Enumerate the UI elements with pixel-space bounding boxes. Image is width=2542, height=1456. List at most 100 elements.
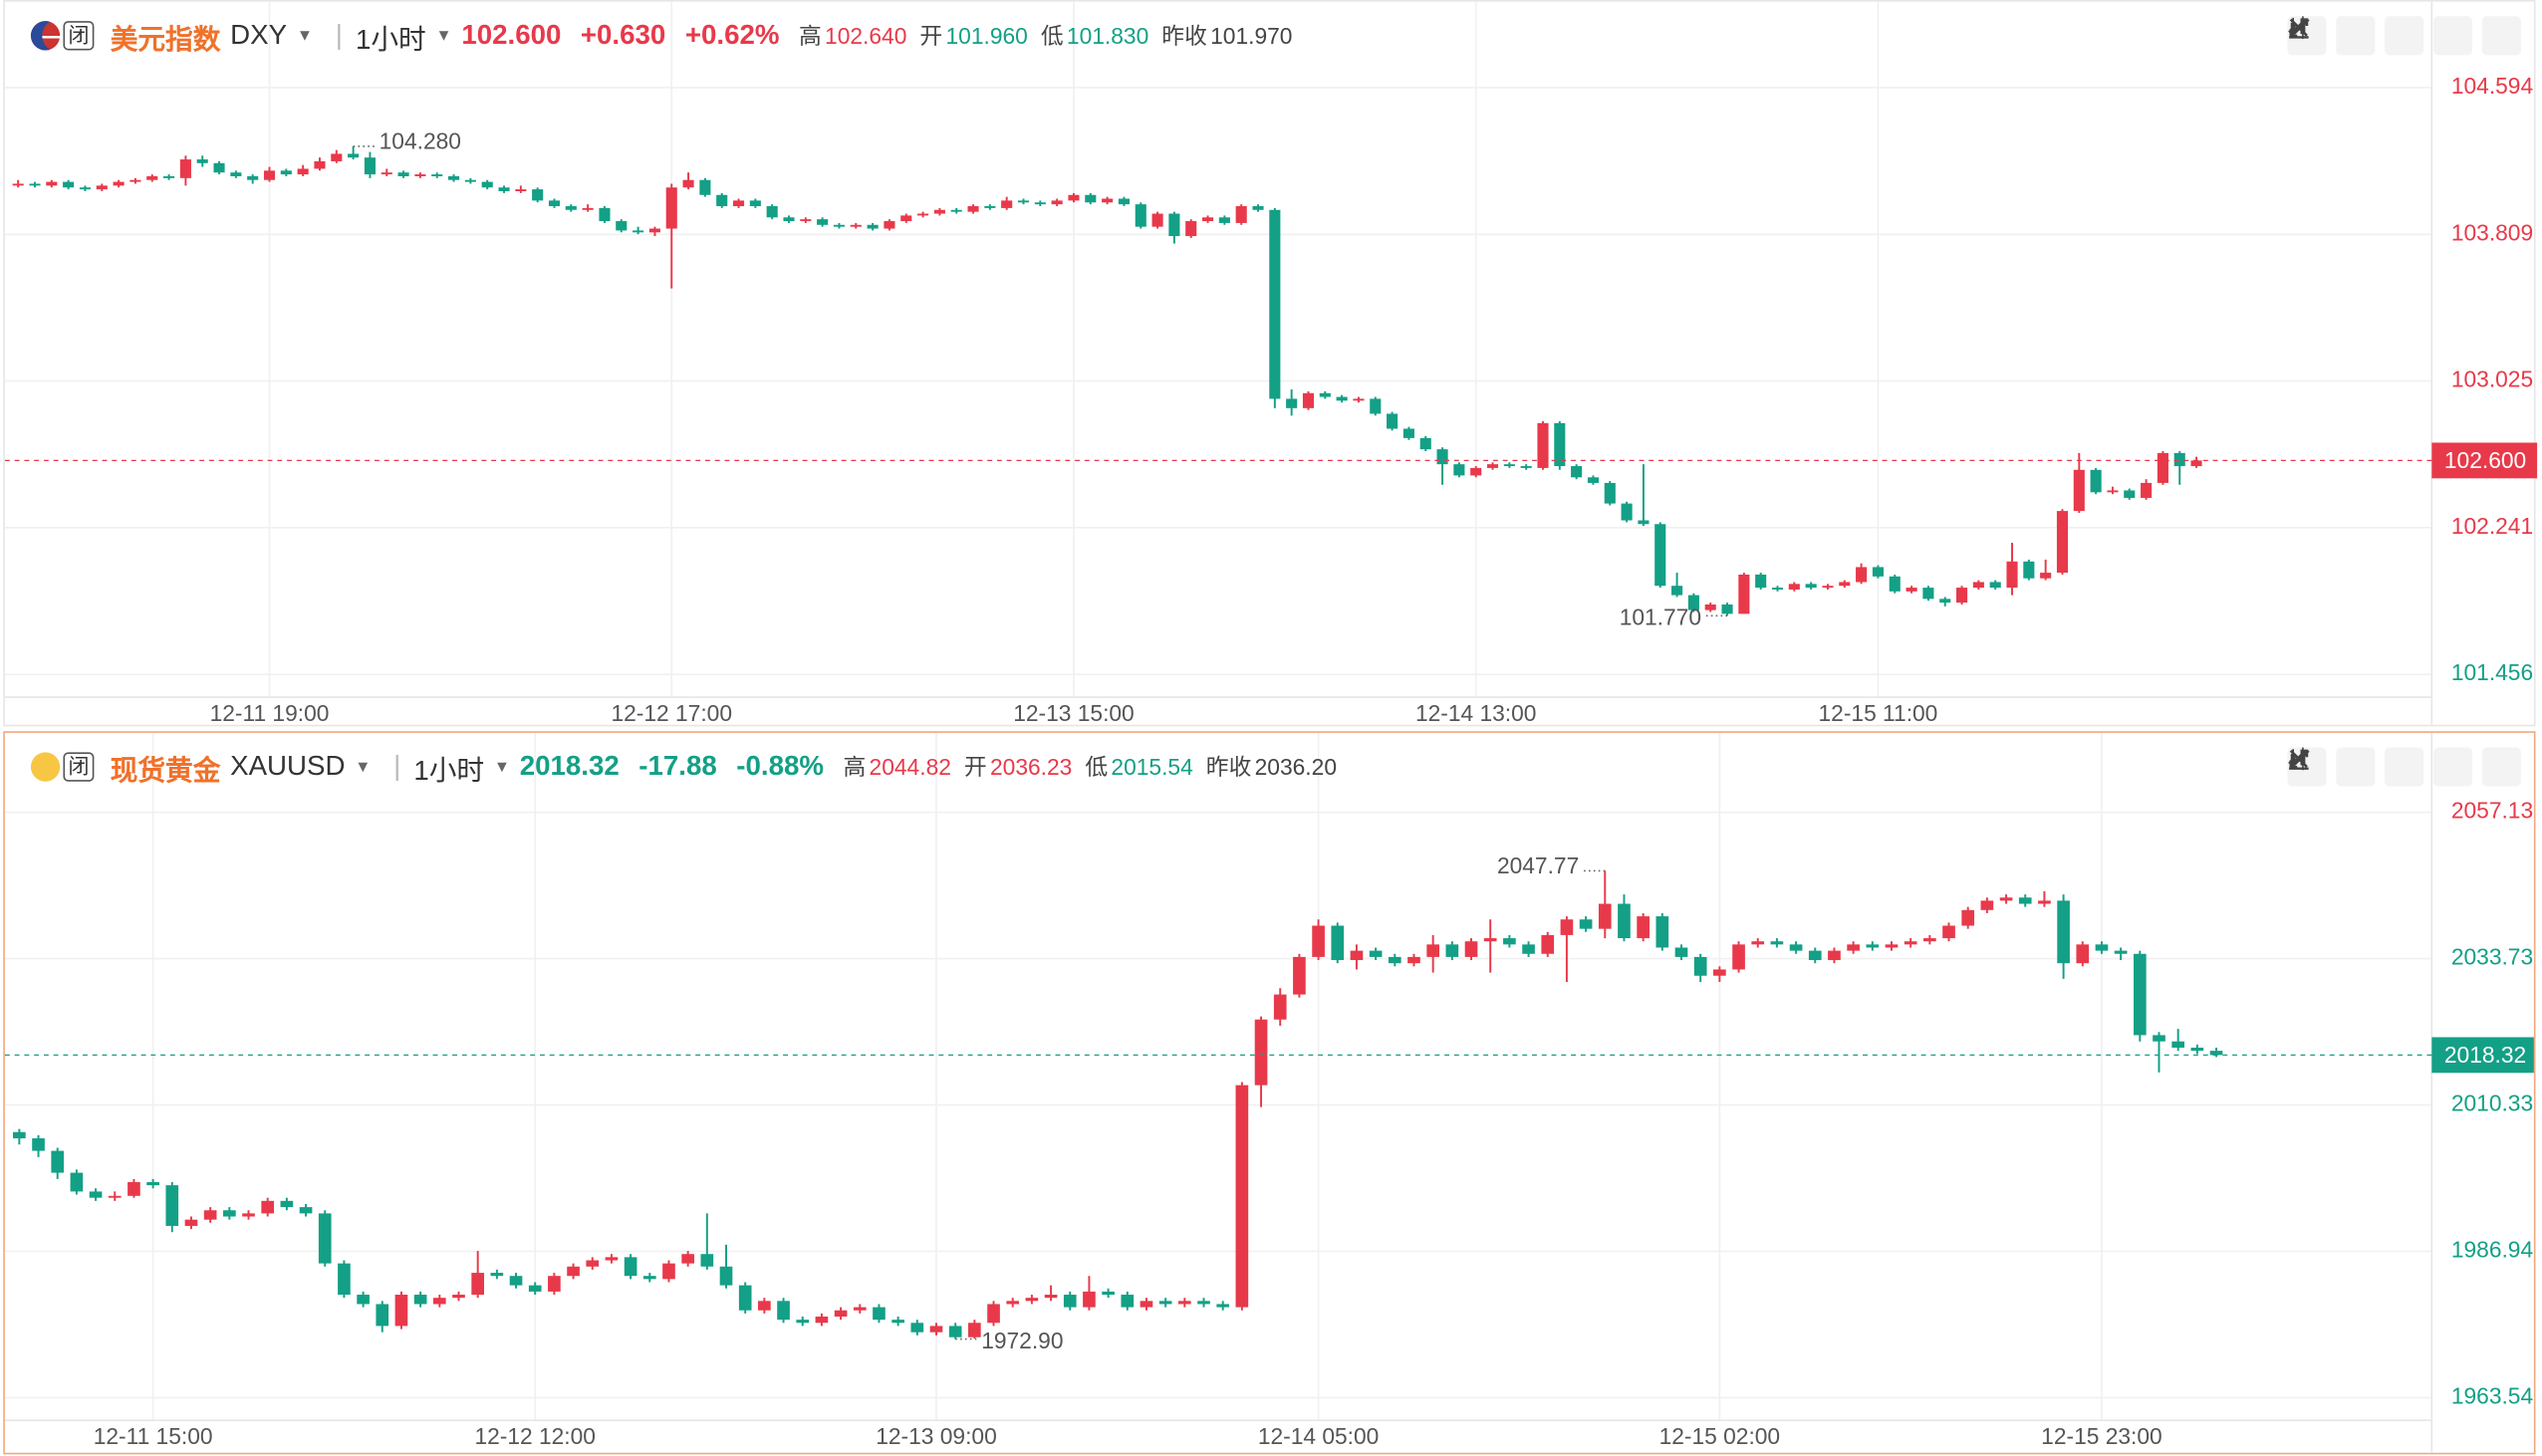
candle-body: [213, 162, 225, 173]
toolbar: [2287, 16, 2521, 56]
candle-body: [263, 170, 276, 180]
max-label: 104.280: [380, 128, 461, 154]
candle-body: [2073, 469, 2085, 512]
candle-body: [2209, 1051, 2223, 1056]
candle-body: [1419, 437, 1431, 450]
max-label: 2047.77: [1497, 852, 1579, 878]
candle-body: [834, 1310, 848, 1318]
candle-body: [1638, 520, 1650, 525]
candle-body: [582, 207, 594, 210]
candle-body: [2133, 953, 2147, 1036]
candle-body: [376, 1304, 389, 1327]
y-tick-label: 103.025: [2451, 366, 2533, 392]
candle-body: [950, 209, 962, 212]
candle-body: [1503, 464, 1515, 467]
candle-body: [1216, 1304, 1230, 1308]
candle-body: [1618, 903, 1631, 939]
candle-body: [1770, 941, 1784, 945]
last-price-label: 2018.32: [2444, 1042, 2526, 1068]
candle-body: [548, 200, 561, 207]
candle-body: [749, 200, 761, 207]
candle-body: [1654, 524, 1666, 587]
last-price-label: 102.600: [2444, 447, 2526, 473]
candle-body: [46, 181, 58, 186]
candle-body: [1135, 204, 1146, 227]
candle-body: [777, 1301, 790, 1321]
candle-body: [1755, 574, 1767, 589]
candle-body: [179, 159, 191, 178]
candle-body: [716, 194, 728, 207]
candle-body: [1889, 576, 1901, 592]
draw-button[interactable]: [2290, 16, 2376, 56]
candle-body: [948, 1326, 962, 1337]
candle-body: [1331, 925, 1345, 961]
candle-body: [12, 183, 24, 186]
candle-body: [642, 1276, 656, 1280]
candle-body: [2114, 950, 2128, 954]
chart-type-button[interactable]: [2290, 747, 2424, 787]
chart-type-button[interactable]: [2290, 16, 2424, 56]
candle-body: [2171, 1041, 2185, 1048]
candle-body: [1687, 595, 1699, 610]
candle-body: [624, 1257, 637, 1277]
candle-body: [127, 1181, 140, 1196]
x-tick-label: 12-11 19:00: [210, 700, 330, 725]
gold-panel: 2057.13 2033.73 2010.33 1986.94 1963.54 12-11…: [3, 731, 2536, 1455]
candle-body: [1470, 467, 1482, 476]
candle-body: [184, 1219, 198, 1226]
candle-body: [867, 224, 879, 229]
candle-body: [1388, 956, 1401, 964]
candle-body: [1571, 466, 1583, 478]
candle-body: [1006, 1301, 1020, 1305]
candle-body: [1051, 200, 1063, 205]
candle-body: [586, 1260, 600, 1267]
close-button[interactable]: [2289, 747, 2521, 787]
candle-body: [1001, 200, 1013, 208]
y-tick-label: 103.809: [2451, 219, 2533, 245]
separator: |: [393, 750, 401, 782]
candle-body: [738, 1285, 752, 1311]
candle-body: [616, 221, 628, 231]
candle-body: [13, 1131, 26, 1139]
candle-body: [394, 1295, 408, 1327]
change: +0.630: [580, 19, 666, 51]
candle-body: [1805, 584, 1817, 589]
candle-body: [1387, 413, 1398, 429]
candle-body: [532, 189, 544, 201]
candle-body: [891, 1320, 904, 1324]
candle-body: [1554, 422, 1566, 467]
interval: 1小时: [413, 754, 485, 786]
candle-body: [968, 1323, 981, 1337]
candle-body: [1655, 916, 1669, 948]
candle-body: [509, 1276, 523, 1286]
candle-body: [1453, 464, 1465, 476]
fullscreen-button[interactable]: [2289, 16, 2473, 56]
candle-body: [331, 153, 343, 161]
candle-body: [853, 1307, 867, 1311]
candle-body: [567, 1266, 580, 1277]
candle-body: [1017, 200, 1030, 203]
candle-body: [1503, 938, 1516, 945]
candle-body: [1999, 897, 2013, 901]
candle-body: [1436, 449, 1448, 465]
draw-button[interactable]: [2290, 747, 2376, 787]
candle-body: [2056, 511, 2069, 574]
candle-body: [515, 189, 527, 191]
candle-body: [432, 1298, 446, 1305]
candle-body: [1151, 213, 1163, 227]
candle-body: [1121, 1295, 1135, 1308]
candle-body: [1598, 903, 1612, 929]
candle-body: [1856, 567, 1868, 583]
fullscreen-button[interactable]: [2289, 747, 2473, 787]
candle-body: [2090, 469, 2102, 493]
close-button[interactable]: [2289, 16, 2521, 56]
candle-body: [1822, 586, 1834, 589]
candle-body: [364, 157, 376, 175]
stat-value: 2015.54: [1111, 754, 1193, 781]
candle-body: [1989, 582, 2001, 589]
stat-label: 高: [799, 22, 822, 49]
candle-body: [800, 219, 812, 222]
candle-body: [987, 1304, 1000, 1324]
candle-body: [1961, 909, 1975, 926]
candle-body: [1025, 1298, 1039, 1302]
